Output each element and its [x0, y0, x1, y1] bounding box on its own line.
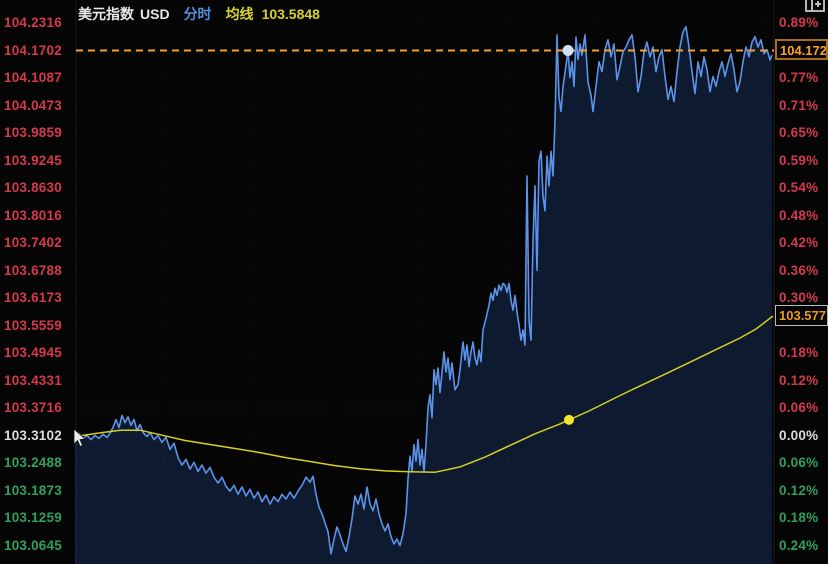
left-axis-label: 103.0645 — [4, 537, 62, 553]
left-axis-label: 103.2488 — [4, 455, 62, 470]
chart-header: 美元指数 USD 分时 均线 103.5848 — [78, 4, 320, 24]
left-axis-label: 104.1702 — [4, 42, 62, 58]
right-axis-label: 0.77% — [779, 70, 819, 85]
right-axis-label: 0.06% — [779, 400, 819, 415]
ma-line — [74, 315, 774, 474]
ma-value-badge: 103.577 — [775, 305, 828, 327]
right-axis-label: 0.36% — [779, 262, 819, 278]
right-axis-label: 0.12% — [779, 372, 819, 388]
right-axis-label: 0.18% — [779, 510, 819, 525]
price-current-dot — [562, 44, 574, 56]
right-axis-label: 0.48% — [779, 207, 819, 223]
left-axis-label: 103.8016 — [4, 207, 62, 223]
right-axis-label: 0.24% — [779, 537, 819, 553]
right-axis-label: 0.18% — [779, 345, 819, 360]
right-axis-label: 0.59% — [779, 152, 819, 168]
right-axis-label: 0.42% — [779, 235, 819, 250]
right-axis-label: 0.12% — [779, 482, 819, 498]
right-axis-label: 0.71% — [779, 97, 819, 113]
ma-legend-value: 103.5848 — [261, 6, 320, 22]
left-axis-label: 104.0473 — [4, 97, 62, 113]
right-axis-label: 0.30% — [779, 290, 819, 305]
left-axis-label: 103.4331 — [4, 372, 62, 388]
left-axis-label: 104.2316 — [4, 15, 62, 30]
price-area-fill — [75, 26, 772, 564]
left-axis-label: 103.6173 — [4, 290, 62, 305]
left-axis-label: 103.3102 — [4, 427, 62, 443]
symbol-name: 美元指数 — [78, 6, 134, 22]
right-axis-label: 0.89% — [779, 15, 819, 30]
left-axis-label: 103.9859 — [4, 125, 62, 140]
symbol-code: USD — [140, 6, 170, 22]
current-price-badge: 104.172 — [775, 39, 828, 61]
mouse-cursor-icon — [73, 428, 87, 453]
left-axis-label: 103.8630 — [4, 180, 62, 195]
right-axis-label: 0.00% — [779, 427, 819, 443]
ma-legend-label: 均线 — [225, 6, 254, 22]
left-axis-label: 103.9245 — [4, 152, 62, 168]
left-axis-label: 103.6788 — [4, 262, 62, 278]
panel-expand-icon[interactable] — [804, 0, 826, 19]
left-axis-label: 103.3716 — [4, 400, 62, 415]
left-axis-label: 103.7402 — [4, 235, 62, 250]
left-axis-label: 103.1873 — [4, 482, 62, 498]
right-axis-label: 0.54% — [779, 180, 819, 195]
right-axis-label: 0.06% — [779, 455, 819, 470]
right-axis-label: 0.65% — [779, 125, 819, 140]
price-line — [74, 25, 773, 555]
left-axis-label: 103.5559 — [4, 317, 62, 333]
ma-current-dot — [564, 414, 574, 425]
left-axis-label: 103.4945 — [4, 345, 62, 360]
tab-timeframe-minute[interactable]: 分时 — [183, 6, 212, 22]
left-axis-label: 103.1259 — [4, 510, 62, 525]
left-axis-label: 104.1087 — [4, 70, 62, 85]
